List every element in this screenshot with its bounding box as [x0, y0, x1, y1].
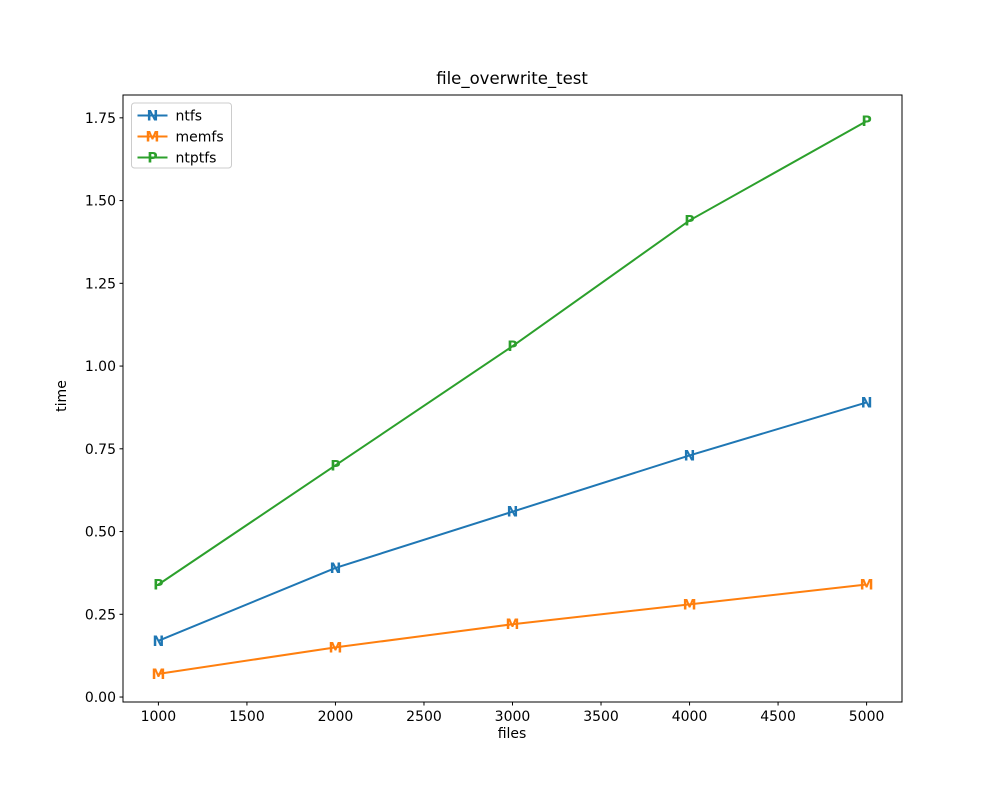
- legend-label-ntfs: ntfs: [176, 109, 203, 125]
- series-ntfs-marker: N: [861, 395, 873, 411]
- series-ntptfs-marker: P: [507, 339, 517, 355]
- series-memfs-marker: M: [151, 667, 165, 683]
- x-tick-label: 1000: [141, 709, 177, 725]
- x-tick-label: 2000: [318, 709, 354, 725]
- plot-border: [122, 94, 903, 703]
- series-ntfs-marker: N: [684, 448, 696, 464]
- y-tick-label: 0.50: [85, 525, 116, 541]
- legend-sample-marker: P: [147, 151, 157, 167]
- y-tick-label: 0.00: [85, 690, 116, 706]
- x-tick-label: 5000: [849, 709, 885, 725]
- x-tick-label: 2500: [406, 709, 442, 725]
- x-tick-label: 4000: [672, 709, 708, 725]
- series-ntptfs-marker: P: [330, 458, 340, 474]
- y-tick-label: 1.00: [85, 359, 116, 375]
- x-tick-label: 3500: [583, 709, 619, 725]
- series-memfs-marker: M: [683, 597, 697, 613]
- series-ntptfs-marker: P: [861, 114, 871, 130]
- x-axis-label: files: [498, 726, 527, 742]
- chart-title: file_overwrite_test: [436, 69, 588, 89]
- series-ntptfs-marker: P: [153, 578, 163, 594]
- series-memfs-marker: M: [506, 617, 520, 633]
- y-tick-label: 0.25: [85, 607, 116, 623]
- y-axis-label: time: [54, 380, 70, 412]
- x-tick-label: 4500: [760, 709, 796, 725]
- series-ntptfs-line: [157, 120, 868, 586]
- series-ntptfs-marker: P: [684, 213, 694, 229]
- series-ntfs-marker: N: [507, 505, 519, 521]
- x-tick-label: 1500: [229, 709, 265, 725]
- y-tick-label: 1.50: [85, 194, 116, 210]
- x-tick-label: 3000: [495, 709, 531, 725]
- y-tick-label: 1.75: [85, 111, 116, 127]
- plot-area: 1000 1500 2000 2500 3000 3500 4000 4500 5000 0.00…: [85, 94, 903, 725]
- series-ntfs-marker: N: [153, 634, 165, 650]
- legend-box: [131, 102, 232, 169]
- legend-sample-marker: N: [147, 109, 159, 125]
- series-ntfs-line: [158, 401, 867, 642]
- y-tick-label: 1.25: [85, 276, 116, 292]
- series-memfs-marker: M: [860, 578, 874, 594]
- series-ntfs-marker: N: [330, 561, 342, 577]
- legend-label-ntptfs: ntptfs: [176, 151, 217, 167]
- series-memfs-marker: M: [328, 640, 342, 656]
- legend-sample-marker: M: [146, 130, 160, 146]
- y-tick-label: 0.75: [85, 442, 116, 458]
- series-memfs-line: [158, 583, 867, 675]
- legend-label-memfs: memfs: [176, 130, 224, 146]
